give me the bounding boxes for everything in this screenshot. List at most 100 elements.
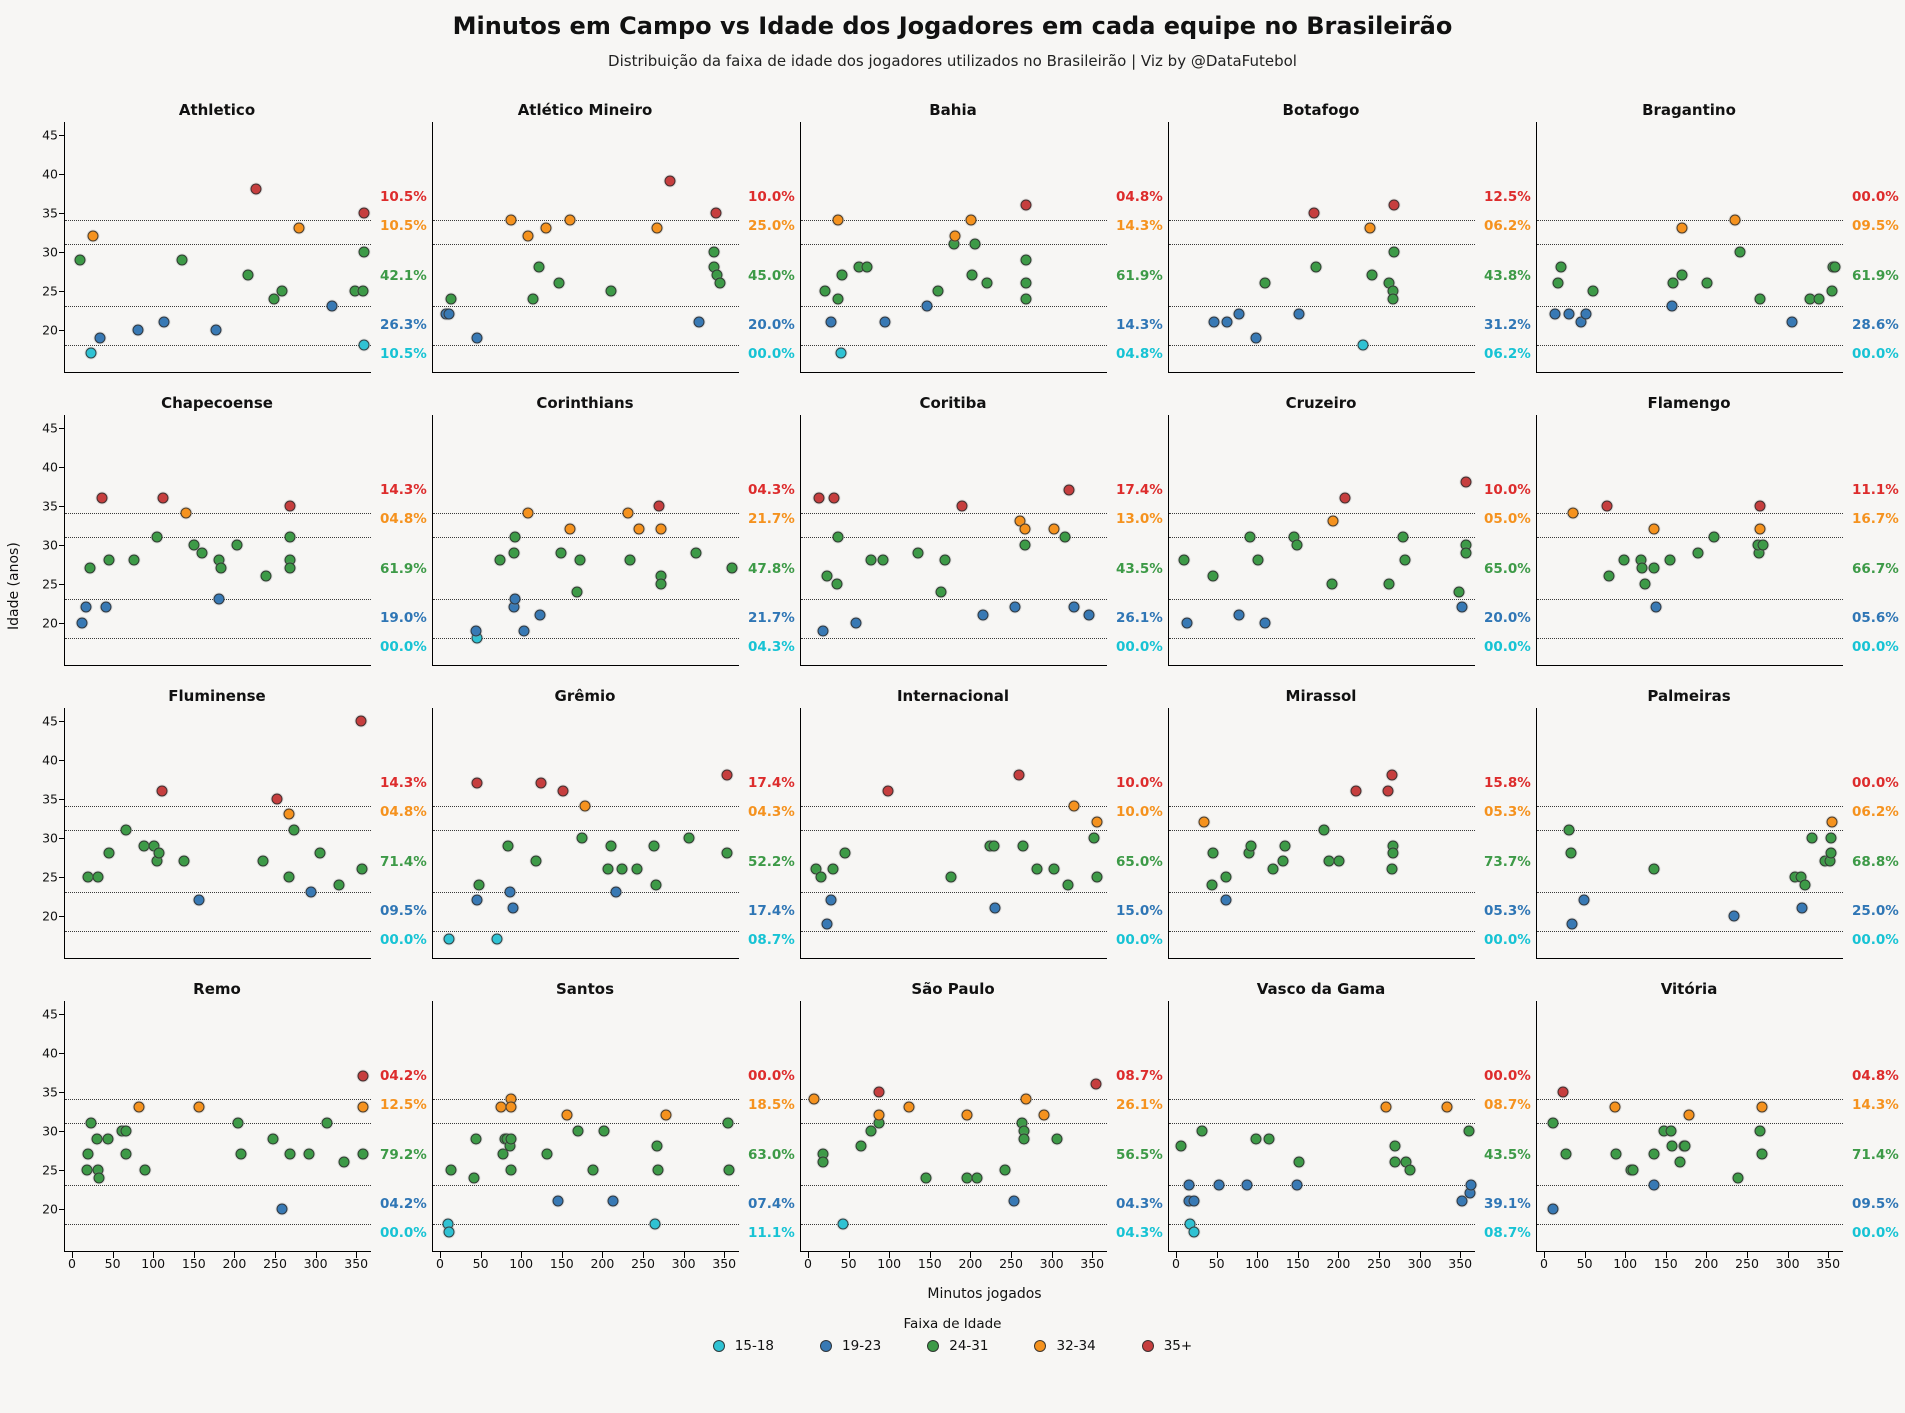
player-point-24-31 xyxy=(505,1164,517,1176)
x-tick-label: 50 xyxy=(104,1256,121,1271)
player-point-35+ xyxy=(156,785,168,797)
player-point-19-23 xyxy=(1183,1179,1195,1191)
player-point-24-31 xyxy=(1826,285,1838,297)
pct-label-32-34: 09.5% xyxy=(1852,217,1899,234)
player-point-24-31 xyxy=(574,554,586,566)
player-point-24-31 xyxy=(257,855,269,867)
age-band-boundary-line-34 xyxy=(801,513,1107,515)
player-point-24-31 xyxy=(120,824,132,836)
y-tick-mark xyxy=(59,427,65,429)
player-point-24-31 xyxy=(1397,531,1409,543)
player-point-19-23 xyxy=(1083,609,1095,621)
player-point-24-31 xyxy=(1175,1140,1187,1152)
player-point-24-31 xyxy=(714,277,726,289)
player-point-24-31 xyxy=(1277,855,1289,867)
x-tick-label: 50 xyxy=(1576,1256,1593,1271)
player-point-15-18 xyxy=(443,1226,455,1238)
legend-label: 15-18 xyxy=(734,1338,775,1354)
player-point-24-31 xyxy=(232,1117,244,1129)
player-point-19-23 xyxy=(132,324,144,336)
pct-label-15-18: 04.3% xyxy=(748,639,795,655)
x-tick-label: 200 xyxy=(1326,1256,1351,1271)
player-point-32-34 xyxy=(522,507,534,519)
age-band-boundary-line-23 xyxy=(65,1185,371,1187)
y-tick-mark xyxy=(59,622,65,624)
player-point-24-31 xyxy=(470,1133,482,1144)
pct-label-32-34: 04.3% xyxy=(748,803,795,820)
pct-label-32-34: 06.2% xyxy=(1484,217,1531,234)
player-point-24-31 xyxy=(1048,863,1060,875)
plot-area: 45 40 35 30 25 20 10.5% 10.5% 42.1% 26.3% 10.5% xyxy=(42,122,427,373)
player-point-24-31 xyxy=(1676,269,1688,281)
pct-label-35+: 00.0% xyxy=(1484,1068,1531,1084)
player-point-24-31 xyxy=(1799,879,1811,891)
player-point-24-31 xyxy=(283,871,295,883)
player-point-19-23 xyxy=(518,625,530,637)
player-point-19-23 xyxy=(1549,308,1561,320)
pct-label-35+: 10.0% xyxy=(748,189,795,205)
player-point-24-31 xyxy=(722,1117,734,1129)
pct-label-24-31: 56.5% xyxy=(1116,1147,1163,1163)
player-point-35+ xyxy=(1754,500,1766,512)
player-point-24-31 xyxy=(1051,1133,1063,1144)
player-point-24-31 xyxy=(1754,1125,1766,1137)
x-tick-label: 150 xyxy=(181,1256,206,1271)
age-band-boundary-line-34 xyxy=(801,220,1107,222)
pct-label-35+: 00.0% xyxy=(1852,189,1899,205)
player-point-24-31 xyxy=(721,847,733,859)
pct-label-32-34: 16.7% xyxy=(1852,510,1899,527)
player-point-19-23 xyxy=(1575,316,1587,328)
pct-label-35+: 04.3% xyxy=(748,482,795,498)
legend-item-32-34: 32-34 xyxy=(1034,1338,1096,1354)
player-point-24-31 xyxy=(84,562,96,574)
subplot-chapecoense: Chapecoense 45 40 35 30 25 20 14.3% 04.8% 61.9% 19… xyxy=(42,391,432,684)
player-point-24-31 xyxy=(616,863,628,875)
subplot-vitoria: Vitória 0 50 100 150 200 250 300 350 04.8% 14.3% 71… xyxy=(1536,977,1904,1271)
player-point-24-31 xyxy=(1404,1164,1416,1176)
y-tick-label: 20 xyxy=(42,908,58,924)
subplot-santos: Santos 0 50 100 150 200 250 300 350 00.0% 18.5% 63.… xyxy=(432,977,800,1271)
age-band-boundary-line-34 xyxy=(1169,1099,1475,1101)
age-band-boundary-line-18 xyxy=(65,638,371,640)
player-point-24-31 xyxy=(827,863,839,875)
player-point-24-31 xyxy=(624,554,636,566)
player-point-19-23 xyxy=(921,300,933,312)
pct-label-19-23: 26.3% xyxy=(380,316,427,333)
player-point-24-31 xyxy=(945,871,957,883)
player-point-32-34 xyxy=(903,1101,915,1113)
player-point-24-31 xyxy=(1664,554,1676,566)
pct-label-32-34: 10.0% xyxy=(1116,803,1163,820)
pct-label-24-31: 71.4% xyxy=(1852,1147,1899,1163)
player-point-24-31 xyxy=(650,879,662,891)
x-tick-mark xyxy=(1584,1251,1586,1258)
pct-label-24-31: 47.8% xyxy=(748,561,795,577)
player-point-24-31 xyxy=(1388,246,1400,258)
player-point-19-23 xyxy=(1241,1179,1253,1191)
player-point-24-31 xyxy=(1389,1140,1401,1152)
player-point-24-31 xyxy=(338,1156,350,1168)
player-point-35+ xyxy=(1090,1078,1102,1090)
player-point-19-23 xyxy=(1009,601,1021,613)
subplot-coritiba: Coritiba 17.4% 13.0% 43.5% 26.1% 00.0% xyxy=(800,391,1168,684)
y-tick-label: 25 xyxy=(42,869,58,885)
age-band-boundary-line-34 xyxy=(65,806,371,808)
x-tick-label: 200 xyxy=(590,1256,615,1271)
player-point-24-31 xyxy=(831,578,843,590)
subplot-atletico-mineiro: Atlético Mineiro 10.0% 25.0% 45.0% 20.0% 00.0… xyxy=(432,98,800,391)
subplot-title: Mirassol xyxy=(1285,687,1357,705)
player-point-24-31 xyxy=(497,1148,509,1160)
player-point-24-31 xyxy=(1279,840,1291,851)
legend-label: 19-23 xyxy=(842,1338,882,1354)
player-point-32-34 xyxy=(949,230,961,242)
subplot-title: Vitória xyxy=(1660,980,1718,998)
age-band-boundary-line-23 xyxy=(801,1185,1107,1187)
y-tick-mark xyxy=(59,290,65,292)
x-tick-mark xyxy=(193,1251,195,1258)
pct-label-15-18: 00.0% xyxy=(748,346,795,362)
age-band-boundary-line-34 xyxy=(801,1099,1107,1101)
player-point-24-31 xyxy=(576,832,588,844)
player-point-35+ xyxy=(653,500,665,512)
player-point-15-18 xyxy=(358,339,369,351)
y-tick-mark xyxy=(59,1052,65,1054)
x-tick-label: 300 xyxy=(671,1256,696,1271)
